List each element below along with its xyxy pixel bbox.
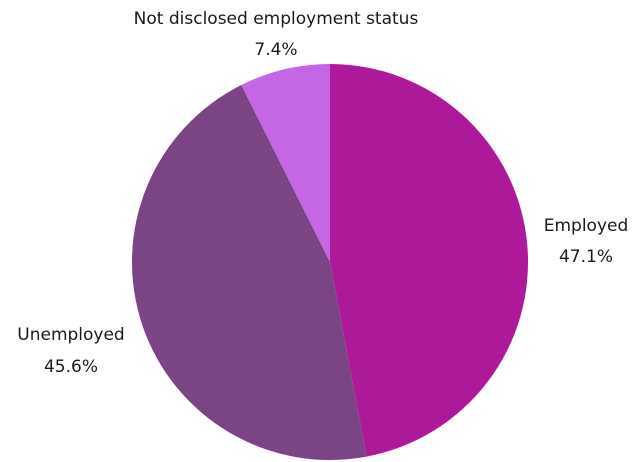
slice-not-disclosed xyxy=(241,64,330,262)
slice-label-employed: Employed xyxy=(544,216,629,236)
pie-slices xyxy=(131,64,529,461)
slice-value-not-disclosed: 7.4% xyxy=(254,40,297,60)
slice-label-not-disclosed: Not disclosed employment status xyxy=(134,9,419,29)
slice-employed xyxy=(330,64,529,457)
slice-unemployed xyxy=(131,84,367,461)
slice-value-employed: 47.1% xyxy=(559,247,613,267)
slice-label-unemployed: Unemployed xyxy=(17,325,124,345)
slice-value-unemployed: 45.6% xyxy=(44,357,98,377)
